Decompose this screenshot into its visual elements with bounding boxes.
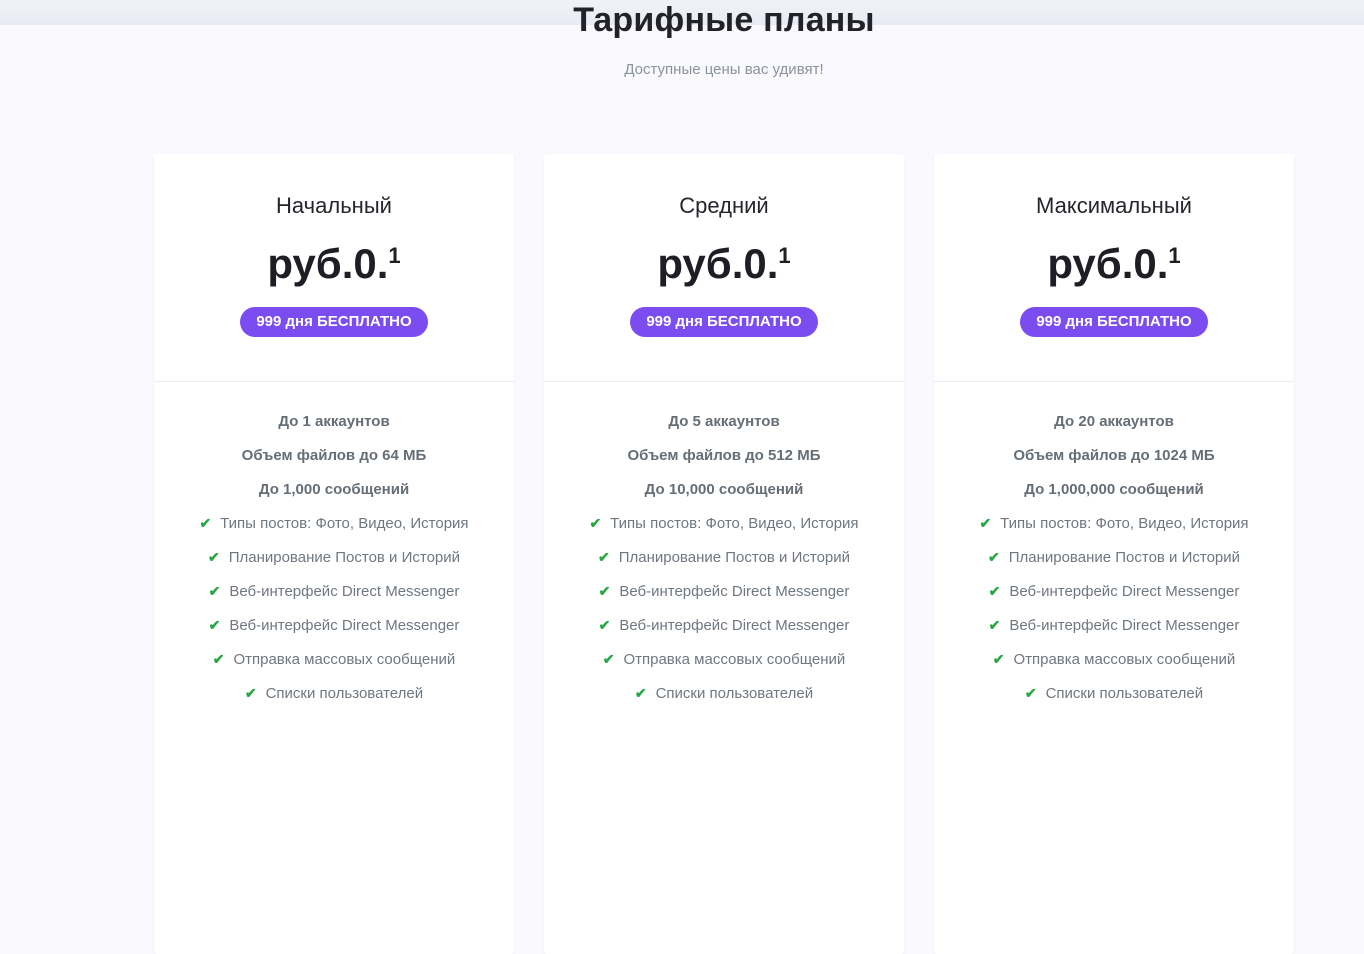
plan-name: Максимальный [1036,193,1192,218]
check-icon: ✔ [988,582,1001,599]
pricing-cards-row: Начальный руб.0.1 999 дня БЕСПЛАТНО До 1… [154,154,1294,954]
plan-feature-item: ✔ Списки пользователей [1024,684,1204,702]
plan-limit-item: До 20 аккаунтов [1054,412,1174,430]
plan-card-header: Начальный руб.0.1 999 дня БЕСПЛАТНО [154,154,514,382]
plan-limit-item: До 1,000,000 сообщений [1024,480,1204,498]
plan-price: руб.0.1 [544,238,904,290]
check-icon: ✔ [979,514,992,531]
plan-price: руб.0.1 [934,238,1294,290]
check-icon: ✔ [598,616,611,633]
check-icon: ✔ [207,548,220,565]
check-icon: ✔ [992,650,1005,667]
plan-feature-item: ✔ Типы постов: Фото, Видео, История [199,514,469,532]
free-trial-badge: 999 дня БЕСПЛАТНО [630,307,818,337]
page-subtitle: Доступные цены вас удивят! [624,61,824,78]
plan-feature-list: До 20 аккаунтов Объем файлов до 1024 МБ … [934,382,1294,710]
check-icon: ✔ [598,582,611,599]
plan-limit-item: Объем файлов до 64 МБ [241,446,427,464]
plan-limit-item: До 1,000 сообщений [258,480,410,498]
plan-feature-list: До 1 аккаунтов Объем файлов до 64 МБ До … [154,382,514,710]
plan-feature-item: ✔ Веб-интерфейс Direct Messenger [598,582,850,600]
check-icon: ✔ [1024,684,1037,701]
plan-price-superscript: 1 [778,243,791,268]
plan-name: Средний [679,193,769,218]
plan-feature-item: ✔ Веб-интерфейс Direct Messenger [598,616,850,634]
plan-limit-item: До 10,000 сообщений [644,480,804,498]
plan-card-header: Средний руб.0.1 999 дня БЕСПЛАТНО [544,154,904,382]
plan-feature-item: ✔ Планирование Постов и Историй [207,548,461,566]
plan-card-medium: Средний руб.0.1 999 дня БЕСПЛАТНО До 5 а… [544,154,904,954]
plan-feature-item: ✔ Планирование Постов и Историй [597,548,851,566]
plan-price-superscript: 1 [388,243,401,268]
check-icon: ✔ [597,548,610,565]
check-icon: ✔ [199,514,212,531]
pricing-section-header: Тарифные планы Доступные цены вас удивят… [154,0,1294,80]
check-icon: ✔ [208,616,221,633]
plan-limit-item: Объем файлов до 512 МБ [627,446,821,464]
check-icon: ✔ [244,684,257,701]
plan-feature-item: ✔ Веб-интерфейс Direct Messenger [208,616,460,634]
plan-feature-list: До 5 аккаунтов Объем файлов до 512 МБ До… [544,382,904,710]
plan-feature-item: ✔ Веб-интерфейс Direct Messenger [988,582,1240,600]
free-trial-badge: 999 дня БЕСПЛАТНО [240,307,428,337]
plan-limit-item: До 5 аккаунтов [668,412,780,430]
plan-feature-item: ✔ Типы постов: Фото, Видео, История [589,514,859,532]
top-gradient-band [0,0,1364,25]
plan-feature-item: ✔ Отправка массовых сообщений [992,650,1236,668]
check-icon: ✔ [589,514,602,531]
plan-feature-item: ✔ Типы постов: Фото, Видео, История [979,514,1249,532]
check-icon: ✔ [634,684,647,701]
plan-price: руб.0.1 [154,238,514,290]
plan-feature-item: ✔ Списки пользователей [244,684,424,702]
check-icon: ✔ [602,650,615,667]
plan-price-main: руб.0. [657,240,779,287]
check-icon: ✔ [212,650,225,667]
page-title: Тарифные планы [573,1,875,39]
check-icon: ✔ [988,616,1001,633]
plan-feature-item: ✔ Веб-интерфейс Direct Messenger [208,582,460,600]
plan-feature-item: ✔ Списки пользователей [634,684,814,702]
plan-limit-item: До 1 аккаунтов [278,412,390,430]
plan-price-superscript: 1 [1168,243,1181,268]
plan-limit-item: Объем файлов до 1024 МБ [1013,446,1215,464]
check-icon: ✔ [208,582,221,599]
plan-card-header: Максимальный руб.0.1 999 дня БЕСПЛАТНО [934,154,1294,382]
free-trial-badge: 999 дня БЕСПЛАТНО [1020,307,1208,337]
plan-feature-item: ✔ Отправка массовых сообщений [602,650,846,668]
plan-feature-item: ✔ Отправка массовых сообщений [212,650,456,668]
check-icon: ✔ [987,548,1000,565]
plan-feature-item: ✔ Веб-интерфейс Direct Messenger [988,616,1240,634]
plan-card-starter: Начальный руб.0.1 999 дня БЕСПЛАТНО До 1… [154,154,514,954]
plan-feature-item: ✔ Планирование Постов и Историй [987,548,1241,566]
plan-price-main: руб.0. [267,240,389,287]
plan-name: Начальный [276,193,392,218]
plan-card-maximum: Максимальный руб.0.1 999 дня БЕСПЛАТНО Д… [934,154,1294,954]
plan-price-main: руб.0. [1047,240,1169,287]
